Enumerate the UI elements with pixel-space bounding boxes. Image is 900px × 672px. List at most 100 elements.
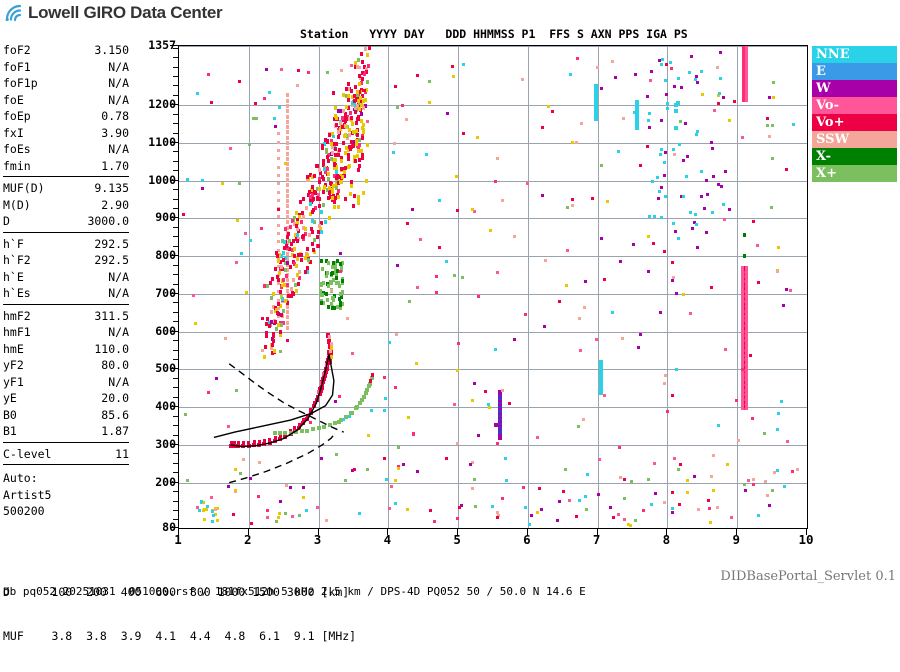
echo-point: [320, 299, 324, 304]
echo-point: [563, 467, 567, 471]
legend-item-nne[interactable]: NNE: [812, 46, 897, 63]
echo-point: [339, 121, 343, 126]
legend-item-ssw[interactable]: SSW: [812, 131, 897, 148]
echo-point: [279, 320, 283, 325]
y-tick-minor: [173, 321, 178, 323]
echo-point: [315, 187, 319, 192]
echo-point: [470, 398, 474, 402]
echo-point: [334, 105, 338, 110]
gridline-horizontal: [179, 331, 807, 333]
echo-point: [276, 132, 280, 136]
gridline-horizontal: [179, 180, 807, 182]
param-row: fxI 3.90: [3, 125, 129, 142]
echo-point: [344, 104, 348, 109]
echo-point: [330, 198, 334, 203]
echo-point: [719, 77, 723, 81]
echo-point: [294, 289, 298, 294]
echo-point: [348, 147, 352, 152]
echo-point: [470, 486, 474, 490]
param-row: MUF(D) 9.135: [3, 180, 129, 197]
y-tick-minor: [173, 160, 178, 162]
echo-point: [362, 88, 366, 92]
param-value: 3.90: [101, 125, 129, 140]
echo-point: [322, 177, 326, 182]
echo-point: [264, 334, 268, 339]
echo-point: [347, 86, 351, 91]
y-tick-minor: [173, 406, 178, 408]
echo-point: [473, 381, 477, 385]
echo-point: [520, 78, 524, 82]
param-value: 110.0: [94, 341, 129, 356]
echo-point: [182, 212, 186, 216]
echo-point: [267, 324, 271, 329]
echo-point: [343, 478, 347, 482]
echo-point: [329, 281, 333, 286]
echo-point: [494, 423, 499, 428]
echo-point: [305, 428, 310, 433]
y-tick-minor: [173, 510, 178, 511]
echo-point: [680, 86, 684, 90]
echo-point: [355, 133, 359, 138]
echo-point: [599, 86, 603, 90]
echo-point: [309, 227, 313, 232]
legend-item-vo[interactable]: Vo-: [812, 97, 897, 114]
echo-point: [578, 348, 582, 352]
y-tick-minor: [173, 387, 178, 389]
echo-point: [308, 173, 312, 178]
echo-point: [664, 151, 667, 155]
legend-item-vo[interactable]: Vo+: [812, 114, 897, 131]
echo-point: [276, 306, 280, 310]
echo-point: [283, 430, 288, 435]
echo-point: [274, 266, 278, 271]
legend-item-x[interactable]: X-: [812, 148, 897, 165]
echo-point: [288, 224, 292, 229]
echo-point: [306, 246, 310, 251]
echo-point: [462, 63, 466, 67]
echo-point: [319, 230, 323, 235]
echo-point: [353, 154, 357, 159]
legend-item-x[interactable]: X+: [812, 165, 897, 182]
echo-point: [319, 170, 323, 175]
param-row: h`E N/A: [3, 269, 129, 286]
echo-point: [323, 138, 327, 143]
echo-point: [292, 238, 296, 243]
echo-point: [328, 215, 332, 220]
echo-point: [263, 96, 267, 100]
echo-point: [452, 75, 456, 79]
echo-point: [326, 196, 330, 200]
y-tick-minor: [173, 189, 178, 191]
echo-point: [354, 158, 358, 163]
y-tick-minor: [173, 170, 178, 172]
echo-point: [452, 403, 456, 407]
echo-point: [279, 264, 283, 269]
echo-point: [504, 478, 508, 482]
echo-point: [351, 103, 355, 108]
echo-point: [707, 506, 711, 510]
echo-point: [672, 456, 676, 460]
echo-point: [295, 218, 299, 223]
echo-point: [311, 241, 315, 246]
legend-item-w[interactable]: W: [812, 80, 897, 97]
echo-point: [285, 119, 289, 124]
ionogram-plot[interactable]: [178, 45, 808, 529]
echo-point: [328, 186, 332, 190]
echo-point: [273, 320, 277, 325]
echo-point: [312, 250, 316, 255]
echo-point: [316, 235, 320, 240]
echo-point: [347, 156, 351, 161]
echo-point: [273, 116, 277, 120]
echo-point: [662, 249, 666, 253]
echo-point: [364, 88, 368, 93]
echo-point: [262, 438, 266, 443]
echo-point: [322, 372, 326, 376]
echo-point: [316, 230, 320, 235]
legend-item-e[interactable]: E: [812, 63, 897, 80]
param-group: hmF2 311.5 hmF1 N/A hmE 110.0 yF2 80.0 yF1 N/A yE 2…: [3, 308, 129, 443]
echo-point: [363, 104, 367, 109]
y-tick-label: 200: [155, 474, 176, 489]
echo-point: [348, 411, 353, 416]
echo-point: [765, 493, 769, 497]
echo-point: [289, 486, 293, 490]
x-tick: [387, 529, 389, 535]
echo-point: [360, 93, 364, 98]
